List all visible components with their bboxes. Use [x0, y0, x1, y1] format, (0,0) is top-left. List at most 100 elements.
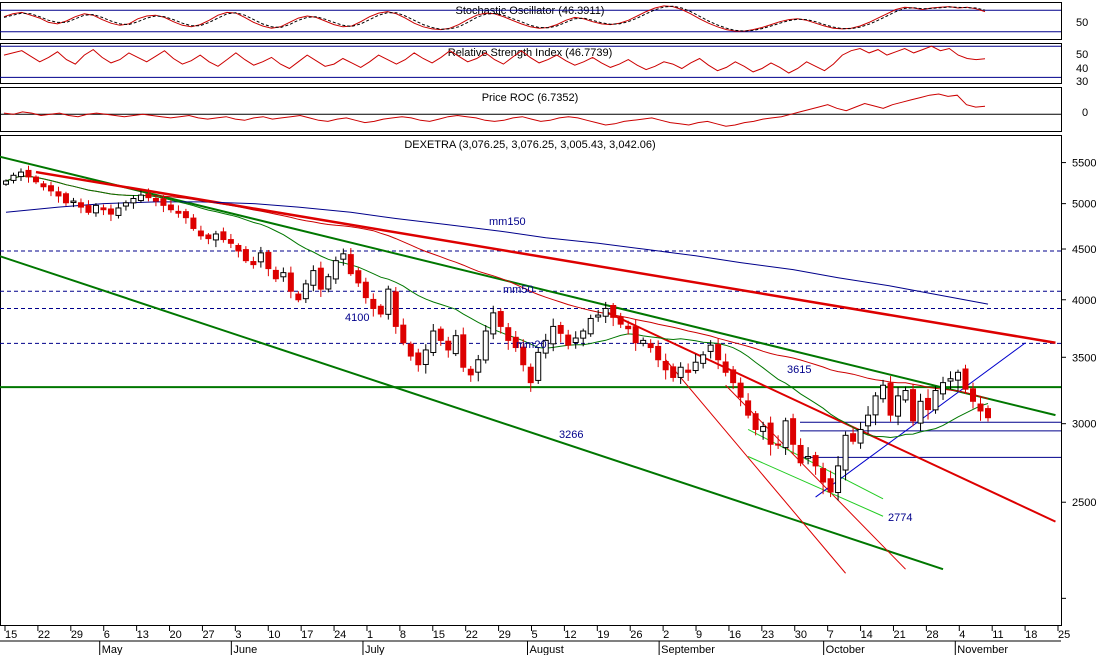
candle-body — [752, 413, 759, 430]
candle-body — [512, 336, 519, 349]
candle-body — [452, 335, 459, 355]
roc-tick-0: 0 — [1082, 107, 1088, 119]
month-label: September — [661, 644, 715, 655]
candle-body — [77, 202, 84, 208]
candle-body — [145, 193, 152, 199]
date-x-axis: 15 22 29 6 13 20 27 3 10 17 24 1 8 15 22 29 5 12 19 26 2 9 16 2… — [4, 626, 1070, 655]
candle-body — [40, 183, 47, 188]
candle-body — [917, 400, 924, 424]
ma-20 — [5, 175, 989, 439]
candle-body — [722, 361, 729, 373]
channel-lower — [0, 255, 944, 571]
candle-body — [490, 312, 497, 335]
candle-body — [340, 253, 347, 260]
candle-body — [985, 408, 991, 419]
date-tick-label: 20 — [170, 629, 182, 641]
candle-body — [925, 397, 932, 411]
candle-body — [745, 400, 752, 416]
month-label: August — [530, 644, 564, 655]
candle-body — [10, 174, 17, 181]
price-tick-label: 3500 — [1072, 352, 1096, 364]
candle-body — [17, 171, 24, 178]
price-tick-label: 4000 — [1072, 295, 1096, 307]
candle-body — [790, 418, 797, 445]
downtrend-red — [605, 310, 1056, 523]
date-tick-label: 25 — [1058, 629, 1070, 641]
date-tick-label: 24 — [334, 629, 346, 641]
date-tick-label: 22 — [466, 629, 478, 641]
date-tick-label: 13 — [137, 629, 149, 641]
candle-body — [625, 325, 632, 330]
candle-body — [850, 433, 857, 442]
date-tick-label: 26 — [630, 629, 642, 641]
date-tick-label: 9 — [696, 629, 702, 641]
rsi-title: Relative Strength Index (46.7739) — [448, 47, 613, 59]
candle-body — [92, 204, 99, 214]
candle-body — [85, 205, 92, 213]
candle-body — [152, 197, 159, 202]
candle-body — [827, 478, 834, 493]
candle-body — [175, 210, 182, 214]
month-label: October — [826, 644, 865, 655]
candle-body — [115, 207, 122, 216]
rsi-panel-content: Relative Strength Index (46.7739) — [0, 45, 1061, 78]
candle-body — [670, 366, 677, 378]
candle-body — [797, 444, 804, 464]
candle-body — [182, 211, 189, 219]
candle-body — [467, 368, 474, 376]
candle-body — [130, 197, 137, 204]
candle-body — [250, 261, 257, 266]
price-tick-label: 5500 — [1072, 158, 1096, 170]
date-tick-label: 14 — [861, 629, 873, 641]
candle-body — [775, 443, 782, 446]
roc-panel-content: Price ROC (6.7352) — [0, 92, 1061, 127]
candle-body — [190, 217, 197, 229]
date-tick-label: 16 — [729, 629, 741, 641]
candle-body — [857, 428, 864, 444]
price-tick-label: 2500 — [1072, 497, 1096, 509]
date-tick-label: 4 — [959, 629, 965, 641]
date-tick-label: 1 — [367, 629, 373, 641]
candle-body — [235, 244, 242, 252]
candle-body — [520, 346, 527, 366]
candle-body — [610, 305, 617, 318]
candle-body — [347, 254, 354, 275]
candle-body — [902, 390, 909, 401]
candle-body — [572, 337, 579, 344]
candle-body — [767, 422, 774, 445]
date-tick-label: 10 — [268, 629, 280, 641]
candle-body — [265, 251, 272, 270]
candle-body — [317, 267, 324, 290]
indicator-series-0 — [3, 45, 986, 74]
resistance-red — [35, 170, 1056, 344]
candle-body — [602, 307, 609, 317]
candle-body — [970, 388, 977, 402]
candle-body — [535, 351, 542, 381]
candle-body — [550, 325, 557, 345]
stoch-y-axis: 50 — [1076, 17, 1088, 29]
candle-body — [565, 334, 572, 346]
candle-body — [280, 272, 287, 278]
date-tick-label: 28 — [926, 629, 938, 641]
rsi-panel — [0, 43, 1062, 84]
candle-body — [700, 354, 707, 364]
candle-body — [880, 384, 887, 400]
candle-body — [377, 305, 384, 315]
candle-body — [692, 361, 699, 372]
candle-body — [407, 343, 414, 357]
candle-body — [940, 382, 947, 395]
date-tick-label: 17 — [301, 629, 313, 641]
candle-body — [895, 395, 902, 417]
candle-body — [310, 270, 317, 286]
roc-panel — [0, 87, 1062, 132]
candle-body — [707, 344, 714, 352]
candle-body — [272, 269, 279, 280]
candle-body — [820, 468, 827, 483]
stoch-tick-50: 50 — [1076, 17, 1088, 29]
rsi-y-axis: 50 40 30 — [1076, 49, 1088, 88]
candle-body — [227, 239, 234, 244]
candle-body — [107, 208, 114, 215]
candle-body — [737, 382, 744, 398]
candle-body — [482, 330, 489, 361]
date-tick-label: 19 — [597, 629, 609, 641]
